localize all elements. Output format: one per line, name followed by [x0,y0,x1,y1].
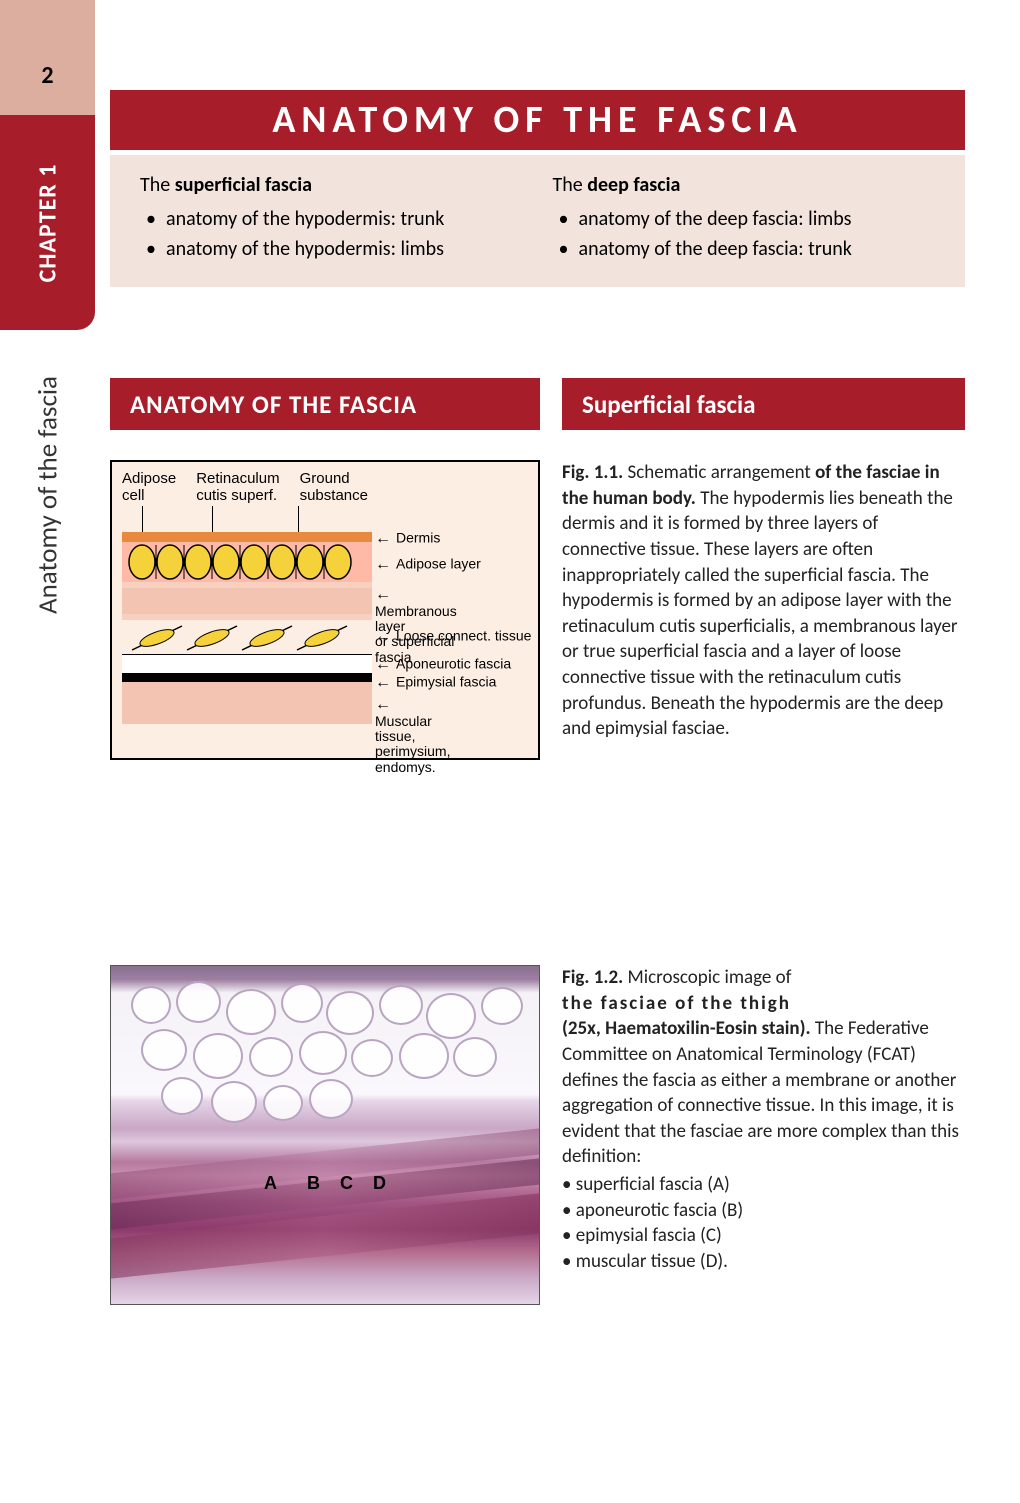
layer-aponeurotic [122,654,372,674]
label-loose: ←Loose connect. tissue [375,628,531,646]
label-dermis: ←Dermis [375,530,440,548]
main-title: ANATOMY OF THE FASCIA [272,97,802,143]
page-number: 2 [41,61,53,90]
toc-right-bold: deep fascia [587,173,680,197]
toc-head-right: The deep fascia [553,173,936,197]
fig2-bullet: superficial fascia (A) [562,1172,965,1198]
diag-label-retinaculum: Retinaculum cutis superf. [196,470,279,505]
label-epimysial: ←Epimysial fascia [375,674,496,692]
fig1-label: Fig. 1.1. [562,461,623,484]
toc-item: anatomy of the hypodermis: limbs [146,237,523,261]
figure-1-caption: Fig. 1.1. Schematic arrangement of the f… [562,460,965,790]
fig2-bullet: muscular tissue (D). [562,1249,965,1275]
label-adipose: ←Adipose layer [375,556,481,574]
side-title: Anatomy of the fascia [0,345,95,645]
toc-right-list: anatomy of the deep fascia: limbs anatom… [553,207,936,261]
figure-1-diagram-wrap: Adipose cell Retinaculum cutis superf. G… [110,460,540,790]
toc-right-prefix: The [553,173,588,197]
fig1-title-lead: Schematic arrangement [627,461,815,484]
toc-item: anatomy of the deep fascia: trunk [559,237,936,261]
figure-2-image: A B C D [110,965,540,1305]
layer-muscular [122,682,372,724]
figure-1-row: Adipose cell Retinaculum cutis superf. G… [110,460,965,790]
section-bars: ANATOMY OF THE FASCIA Superficial fascia [110,378,965,430]
page-number-tab: 2 [0,0,95,115]
label-membranous: ←Membranous layer or superficial fascia [375,586,457,665]
layer-adipose [122,542,372,582]
layer-dermis [122,532,372,542]
fig2-title-2: the fasciae of the thigh [562,992,791,1015]
toc-left-prefix: The [140,173,175,197]
toc-col-left: The superficial fascia anatomy of the hy… [140,173,523,267]
layer-loose [122,620,372,654]
fig2-bullets: superficial fascia (A) aponeurotic fasci… [562,1172,965,1275]
fig2-title-1: Microscopic image of [627,966,791,989]
diag-label-ground: Ground substance [300,470,368,505]
fig2-bullet: aponeurotic fascia (B) [562,1198,965,1224]
section-bar-sub: Superficial fascia [562,378,965,430]
toc-box: The superficial fascia anatomy of the hy… [110,155,965,287]
figure-2-row: A B C D Fig. 1.2. Microscopic image of t… [110,965,965,1305]
fig2-bullet: epimysial fascia (C) [562,1223,965,1249]
layer-epimysial [122,674,372,682]
toc-col-right: The deep fascia anatomy of the deep fasc… [553,173,936,267]
main-title-bar: ANATOMY OF THE FASCIA [110,90,965,150]
label-aponeurotic: ←Aponeurotic fascia [375,656,511,674]
figure-2-caption: Fig. 1.2. Microscopic image of the fasci… [562,965,965,1305]
fig2-label: Fig. 1.2. [562,966,623,989]
figure-2-marks: A B C D [111,1173,539,1194]
diag-top-labels: Adipose cell Retinaculum cutis superf. G… [122,470,378,505]
fig2-title-3: (25x, Haematoxilin-Eosin stain). [562,1017,811,1040]
label-muscular: ←Muscular tissue, perimysium, endomys. [375,696,450,775]
diag-label-adipose: Adipose cell [122,470,176,505]
fig1-body: The hypodermis lies beneath the dermis a… [562,487,958,741]
toc-left-bold: superficial fascia [175,173,312,197]
side-title-text: Anatomy of the fascia [31,376,64,614]
layer-membranous [122,588,372,614]
toc-item: anatomy of the deep fascia: limbs [559,207,936,231]
figure-1-diagram: Adipose cell Retinaculum cutis superf. G… [110,460,540,760]
chapter-tab: CHAPTER 1 [0,115,95,330]
section-bar-main: ANATOMY OF THE FASCIA [110,378,540,430]
adipose-cells-illustration [121,981,529,1131]
toc-item: anatomy of the hypodermis: trunk [146,207,523,231]
toc-left-list: anatomy of the hypodermis: trunk anatomy… [140,207,523,261]
chapter-label: CHAPTER 1 [33,163,62,282]
toc-head-left: The superficial fascia [140,173,523,197]
